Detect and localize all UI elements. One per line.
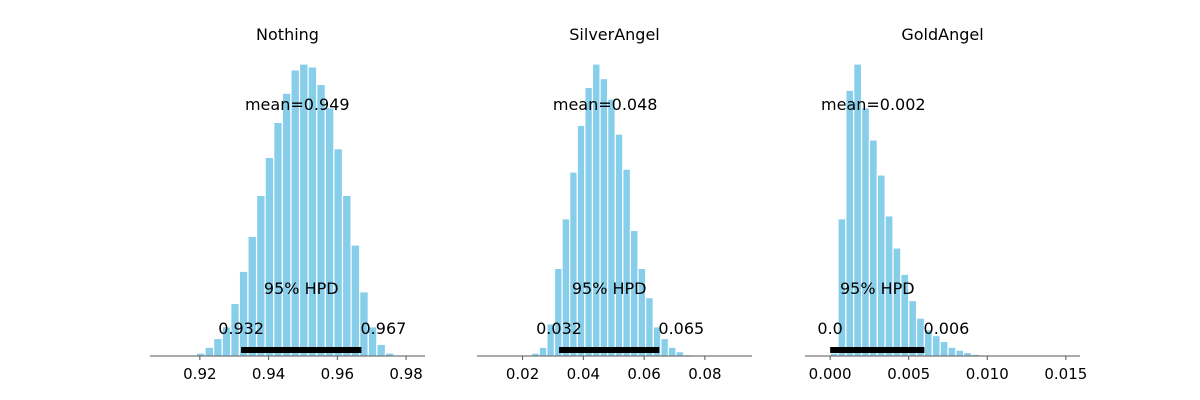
mean-label: mean=0.949 [245, 95, 350, 114]
histogram-bar [341, 194, 352, 357]
x-tick-label: 0.005 [887, 365, 930, 383]
histogram-bar [538, 346, 548, 357]
histogram-bar [333, 148, 344, 357]
mean-label: mean=0.002 [821, 95, 926, 114]
histogram-bar [376, 343, 387, 357]
hpd-interval-bar [559, 347, 660, 353]
x-tick-label: 0.015 [1044, 365, 1087, 383]
subplot-nothing: 0.92 0.94 0.96 0.98 Nothing mean=0.949 95% HPD… [150, 25, 425, 383]
histogram-bar [675, 351, 685, 357]
subplot-silverangel: 0.02 0.04 0.06 0.08 SilverAngel mean=0.048 95%… [477, 25, 752, 383]
histogram-bar [553, 267, 563, 357]
histogram-bar [324, 107, 335, 357]
histogram-bar [614, 133, 624, 357]
hpd-low-label: 0.032 [536, 319, 582, 338]
histogram-bar [212, 337, 223, 357]
histogram-bar [868, 139, 878, 357]
histogram-bar [622, 168, 632, 357]
hpd-high-label: 0.065 [658, 319, 704, 338]
histogram-bar [599, 77, 609, 357]
hpd-label: 95% HPD [840, 279, 915, 298]
x-tick-label: 0.06 [627, 365, 660, 383]
histogram-bar [350, 244, 361, 357]
histogram-bar [876, 174, 886, 357]
x-tick-label: 0.96 [321, 365, 354, 383]
histogram-bar [204, 346, 215, 357]
histogram-bar [273, 121, 283, 357]
histogram-bar [660, 337, 670, 357]
subplot-title: SilverAngel [569, 25, 659, 44]
hpd-interval-bar [830, 347, 925, 353]
histogram-bar [607, 98, 616, 357]
histogram-bar [316, 83, 326, 357]
histogram-bar [584, 86, 594, 357]
histogram-bar [247, 235, 258, 357]
hpd-interval-bar [241, 347, 362, 353]
x-tick-label: 0.94 [252, 365, 285, 383]
histogram-bar [667, 346, 677, 357]
hpd-high-label: 0.967 [361, 319, 407, 338]
subplot-title: Nothing [256, 25, 319, 44]
hpd-label: 95% HPD [572, 279, 647, 298]
x-tick-label: 0.92 [183, 365, 216, 383]
hpd-low-label: 0.932 [218, 319, 264, 338]
hpd-label: 95% HPD [264, 279, 339, 298]
hpd-low-label: 0.0 [817, 319, 842, 338]
histogram-bar [281, 92, 292, 357]
histogram-bar [963, 351, 973, 357]
histogram-bar [892, 247, 902, 357]
histogram-bar [931, 334, 941, 357]
x-tick-label: 0.000 [809, 365, 852, 383]
hpd-high-label: 0.006 [924, 319, 970, 338]
histogram-bar [264, 156, 275, 357]
histogram-bar [238, 270, 249, 357]
mean-label: mean=0.048 [553, 95, 658, 114]
histogram-bar [939, 340, 949, 357]
histogram-bar [860, 107, 871, 357]
histogram-bar [955, 349, 965, 357]
subplot-goldangel: 0.000 0.005 0.010 0.015 GoldAngel mean=0.002 9… [805, 25, 1087, 383]
x-tick-label: 0.98 [389, 365, 422, 383]
x-tick-label: 0.08 [688, 365, 721, 383]
histogram-bar [845, 89, 855, 357]
histogram-bar [947, 346, 957, 357]
x-tick-label: 0.010 [966, 365, 1009, 383]
x-tick-label: 0.04 [567, 365, 600, 383]
subplot-title: GoldAngel [901, 25, 983, 44]
x-tick-label: 0.02 [506, 365, 539, 383]
